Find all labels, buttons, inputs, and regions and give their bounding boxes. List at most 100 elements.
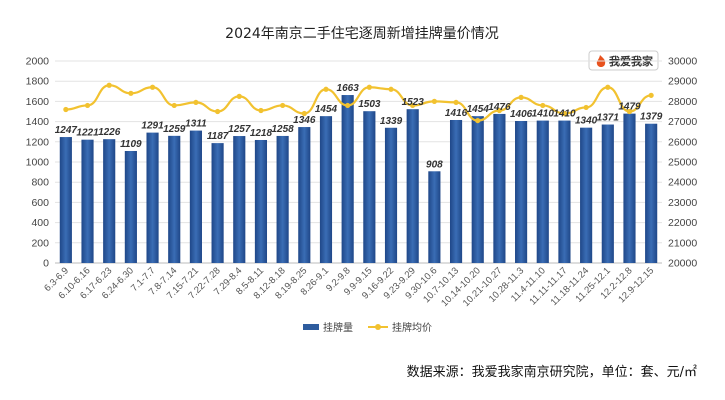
- avg-price-point: [84, 102, 91, 109]
- bar-value-label: 1259: [163, 124, 186, 135]
- bar-value-label: 1454: [315, 104, 338, 115]
- y-right-tick-label: 23000: [668, 197, 697, 209]
- avg-price-point: [475, 117, 481, 124]
- avg-price-line: [65, 84, 652, 122]
- bar: [645, 123, 658, 263]
- bar-value-label: 1247: [55, 125, 78, 136]
- avg-price-point: [106, 82, 112, 88]
- bar-value-label: 1311: [185, 119, 207, 130]
- y-left-tick-label: 1600: [26, 96, 50, 108]
- y-right-tick-label: 24000: [668, 177, 697, 189]
- bar-value-label: 1226: [98, 127, 121, 138]
- y-left-tick-label: 1000: [26, 157, 50, 169]
- bar: [319, 116, 333, 264]
- avg-price-point: [193, 99, 199, 106]
- bar-value-label: 1406: [510, 109, 533, 120]
- bar-value-label: 1340: [575, 116, 598, 127]
- y-right-tick-label: 22000: [668, 217, 697, 229]
- bar-value-label: 1454: [467, 104, 490, 115]
- avg-price-point: [431, 98, 437, 104]
- bar: [601, 124, 614, 264]
- bar: [580, 127, 593, 263]
- bar-value-label: 1221: [76, 128, 99, 139]
- y-right-tick-label: 27000: [668, 116, 697, 128]
- line-series: [63, 82, 654, 124]
- bar: [298, 127, 311, 263]
- avg-price-point: [561, 110, 568, 117]
- bar-value-label: 1479: [618, 102, 641, 113]
- left-axis: 0 200 400 600 800 1000 1200 1400 1600 1800 2000: [26, 56, 50, 270]
- avg-price-point: [323, 86, 329, 92]
- bar: [623, 113, 636, 263]
- bar: [59, 137, 72, 263]
- avg-price-point: [626, 108, 633, 115]
- bar: [124, 150, 137, 263]
- legend-line-label: 挂牌均价: [392, 321, 432, 334]
- bar-value-label: 1410: [553, 109, 576, 120]
- bar-value-label: 1379: [640, 112, 663, 123]
- y-right-tick-label: 29000: [668, 76, 697, 88]
- bar: [384, 127, 398, 263]
- source-note: 数据来源：我爱我家南京研究院，单位：套、元/㎡: [407, 364, 697, 380]
- y-right-tick-label: 30000: [668, 56, 697, 68]
- bar: [211, 143, 224, 263]
- bar: [406, 109, 419, 263]
- bar: [276, 135, 289, 263]
- bar: [146, 132, 159, 263]
- bar: [341, 95, 354, 263]
- avg-price-point: [258, 107, 264, 114]
- avg-price-point: [496, 107, 503, 114]
- bar-value-label: 1339: [380, 116, 403, 127]
- bar-value-label: 1523: [402, 97, 425, 108]
- avg-price-point: [236, 93, 242, 99]
- bar-value-label: 1476: [488, 102, 511, 113]
- legend-bar-label: 挂牌量: [323, 321, 353, 334]
- avg-price-point: [605, 84, 611, 90]
- bar: [189, 130, 202, 263]
- bar: [493, 113, 506, 263]
- avg-price-point: [648, 92, 654, 98]
- bar: [81, 139, 94, 263]
- category-axis: 6.3-6.96.10-6.166.17-6.236.24-6.307.1-7.…: [42, 265, 656, 309]
- y-right-tick-label: 26000: [668, 136, 697, 148]
- bar: [168, 135, 181, 263]
- bar-value-label: 1187: [207, 131, 229, 142]
- y-left-tick-label: 1200: [26, 136, 50, 148]
- legend-line-marker: [375, 324, 381, 330]
- y-right-tick-label: 21000: [668, 237, 697, 249]
- avg-price-point: [410, 102, 416, 109]
- avg-price-point: [149, 84, 156, 90]
- y-left-tick-label: 400: [31, 217, 49, 229]
- avg-price-point: [280, 102, 286, 109]
- bar-value-label: 1371: [597, 113, 620, 124]
- y-left-tick-label: 600: [31, 197, 49, 209]
- bar-value-label: 1410: [532, 109, 555, 120]
- y-left-tick-label: 800: [31, 177, 49, 189]
- bar: [363, 111, 376, 264]
- bar: [254, 139, 268, 263]
- y-right-tick-label: 28000: [668, 96, 697, 108]
- avg-price-point: [583, 104, 589, 111]
- bar: [428, 171, 441, 263]
- bar-value-label: 1416: [445, 108, 468, 119]
- bar-value-label: 1257: [228, 124, 251, 135]
- bar-value-label: 1663: [337, 83, 360, 94]
- legend: 挂牌量 挂牌均价: [303, 321, 432, 334]
- bar-value-label: 1291: [141, 121, 164, 132]
- y-left-tick-label: 1800: [26, 76, 50, 88]
- bar-value-label: 1258: [272, 124, 295, 135]
- bar: [536, 120, 549, 263]
- y-right-tick-label: 20000: [668, 258, 697, 270]
- avg-price-point: [128, 90, 134, 96]
- avg-price-point: [63, 106, 69, 113]
- avg-price-point: [171, 102, 177, 109]
- y-left-tick-label: 200: [31, 237, 49, 249]
- avg-price-point: [214, 108, 221, 115]
- bar-value-label: 1503: [358, 99, 381, 110]
- avg-price-point: [301, 110, 307, 117]
- avg-price-point: [388, 86, 394, 92]
- bar: [558, 120, 571, 263]
- avg-price-point: [540, 102, 546, 109]
